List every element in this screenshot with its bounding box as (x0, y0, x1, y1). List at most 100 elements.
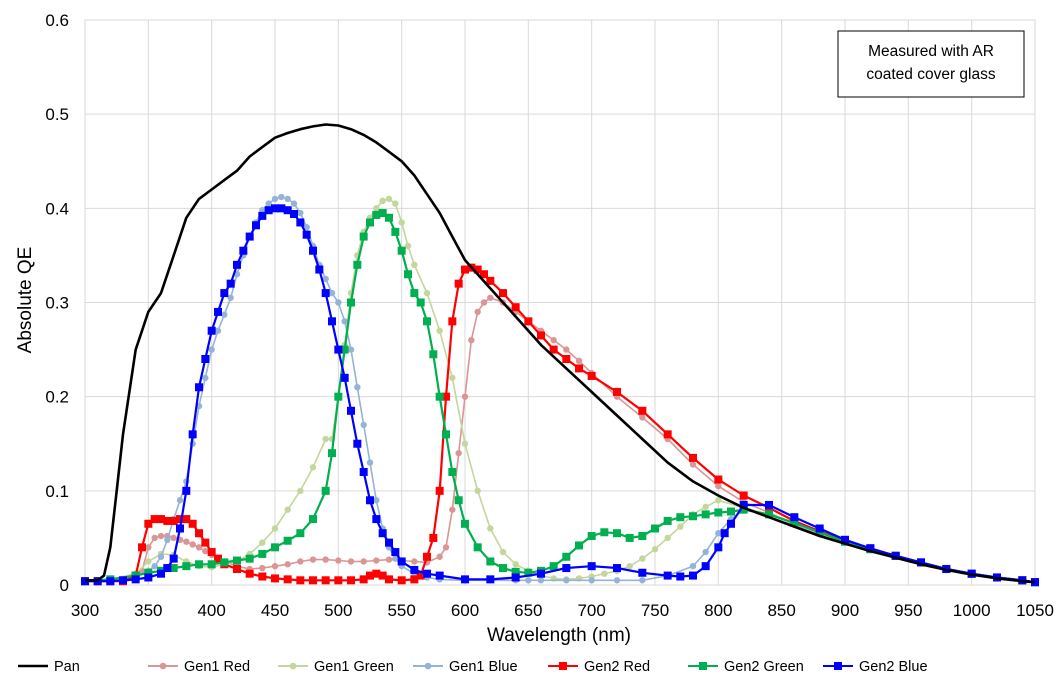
data-point (138, 543, 146, 552)
data-point (392, 555, 399, 562)
data-point (429, 533, 438, 542)
data-point (486, 276, 495, 285)
data-point (169, 516, 178, 525)
data-point (790, 513, 799, 522)
data-point (321, 289, 330, 298)
data-point (891, 551, 900, 560)
data-point (410, 289, 419, 298)
data-point (512, 561, 519, 568)
data-point (651, 524, 659, 533)
x-tick-label: 850 (767, 601, 795, 620)
data-point (284, 561, 291, 568)
data-point (347, 576, 355, 585)
data-point (511, 303, 520, 312)
data-point (354, 384, 361, 391)
data-point (296, 529, 305, 538)
data-point (442, 544, 450, 551)
data-point (379, 197, 386, 204)
data-point (360, 558, 367, 565)
data-point (486, 557, 495, 566)
legend-label: Gen2 Green (724, 659, 804, 675)
data-point (391, 227, 400, 236)
data-point (169, 554, 178, 563)
data-point (233, 564, 241, 573)
data-point (587, 532, 596, 541)
data-point (335, 299, 342, 306)
y-tick-labels: 0 0.1 0.2 0.3 0.4 0.5 0.6 (45, 11, 69, 595)
data-point (525, 577, 532, 584)
data-point (625, 533, 634, 542)
data-point (201, 538, 210, 547)
data-point (639, 555, 646, 562)
x-tick-label: 650 (514, 601, 542, 620)
data-point (378, 571, 387, 580)
data-point (563, 577, 570, 584)
data-point (702, 548, 709, 556)
data-point (164, 536, 171, 543)
data-point (201, 355, 210, 363)
data-point (239, 246, 248, 255)
data-point (442, 392, 450, 401)
data-point (290, 209, 298, 218)
data-point (639, 577, 646, 584)
data-point (195, 383, 203, 392)
data-point (480, 270, 488, 279)
data-point (366, 459, 374, 466)
annotation-box: Measured with AR coated cover glass (837, 30, 1025, 98)
data-point (328, 449, 336, 458)
data-point (309, 556, 317, 563)
x-axis-title: Wavelength (nm) (487, 625, 631, 646)
series-line-pan (85, 123, 1036, 584)
x-tick-label: 900 (831, 601, 859, 620)
data-point (765, 510, 773, 519)
data-point (689, 571, 697, 580)
x-tick-labels: 300 350 400 450 500 550 600 650 700 750 800 850 900 9… (71, 601, 1054, 620)
data-point (151, 562, 158, 570)
data-point (639, 414, 646, 421)
data-point (411, 558, 418, 565)
data-point (429, 350, 438, 359)
data-point (575, 357, 583, 365)
data-point (183, 538, 190, 545)
data-point (106, 577, 115, 586)
data-point (454, 279, 463, 288)
data-point (297, 558, 304, 565)
data-point (392, 200, 399, 207)
data-point (449, 506, 456, 513)
data-point (378, 209, 387, 218)
data-point (676, 513, 685, 522)
data-point (638, 406, 647, 415)
data-point (221, 311, 228, 318)
data-point (271, 562, 279, 570)
data-point (227, 294, 234, 301)
data-point (220, 558, 229, 567)
data-point (587, 371, 596, 380)
data-point (315, 265, 324, 274)
data-point (790, 518, 799, 527)
data-point (297, 487, 304, 495)
x-tick-label: 950 (894, 601, 922, 620)
data-point (321, 486, 330, 495)
data-point (404, 242, 412, 250)
data-point (341, 318, 348, 325)
data-point (385, 195, 393, 203)
data-point (613, 529, 621, 538)
data-point (423, 552, 431, 561)
data-point (226, 279, 235, 288)
data-point (549, 562, 558, 571)
data-point (334, 392, 343, 401)
data-point (309, 515, 317, 524)
data-point (157, 515, 165, 524)
data-point (410, 565, 419, 574)
data-point (815, 524, 824, 533)
data-point (347, 298, 355, 307)
legend-item-gen2-green: Gen2 Green (688, 659, 804, 675)
data-point (214, 327, 222, 334)
legend-swatch-marker (699, 662, 707, 670)
annotation-line-1: Measured with AR (868, 43, 994, 60)
data-point (271, 543, 279, 552)
data-point (626, 562, 633, 570)
data-point (277, 204, 286, 213)
data-point (664, 534, 671, 542)
data-point (398, 219, 405, 226)
